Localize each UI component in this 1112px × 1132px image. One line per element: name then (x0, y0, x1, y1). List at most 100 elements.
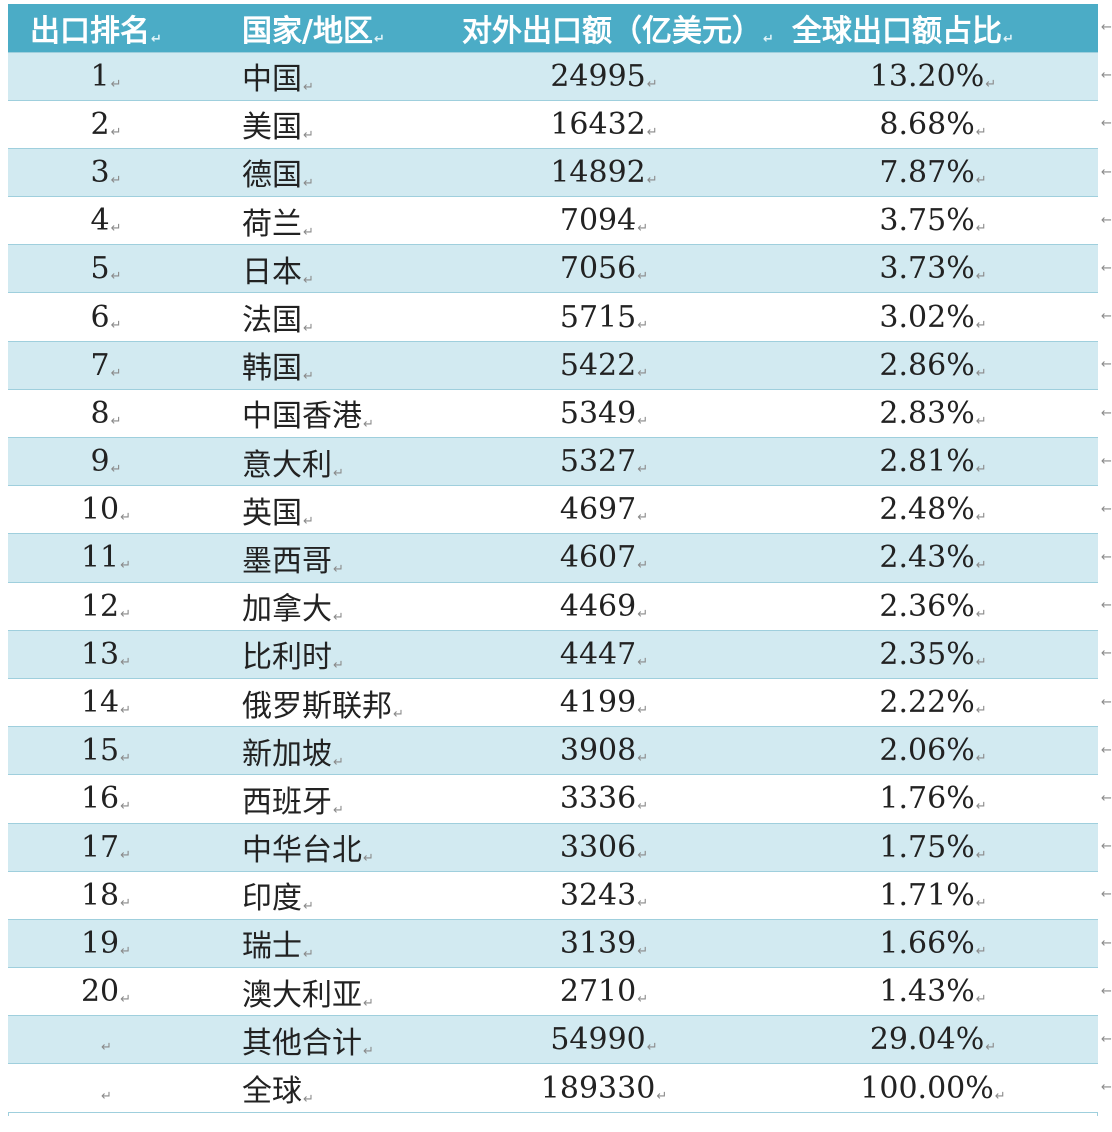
cell-rank: 3↵ (8, 147, 226, 198)
cell-end-mark: ↵ (637, 751, 649, 767)
row-end-mark: ← (1101, 550, 1112, 566)
cell-end-mark: ↵ (975, 799, 987, 815)
cell-rank: 2↵ (8, 99, 226, 149)
cell-share: 3.75%↵ (774, 196, 1098, 246)
cell-end-mark: ↵ (637, 703, 649, 719)
cell-country-value: 德国 (242, 158, 302, 194)
cell-end-mark: ↵ (120, 751, 132, 767)
cell-end-mark: ↵ (646, 124, 658, 140)
row-end-mark: ← (1101, 20, 1112, 35)
row-end-mark: ← (1101, 453, 1112, 469)
cell-country: 荷兰↵ (226, 196, 444, 246)
cell-rank: 6↵ (8, 292, 226, 342)
row-end-mark: ← (1101, 935, 1112, 951)
cell-exports: 5715↵ (444, 292, 774, 342)
cell-rank: 8↵ (8, 388, 226, 439)
cell-rank-value: 11 (80, 540, 120, 576)
cell-exports-value: 3908 (559, 733, 637, 769)
table-row: 16↵ 西班牙↵ 3336↵ 1.76%↵ (8, 774, 1098, 824)
header-row: 出口排名↵ 国家/地区↵ 对外出口额（亿美元）↵ 全球出口额占比↵ (8, 4, 1098, 52)
cell-rank: 16↵ (8, 774, 226, 824)
cell-end-mark: ↵ (637, 413, 649, 429)
cell-country: 法国↵ (226, 292, 444, 342)
cell-country-value: 中国香港 (242, 399, 362, 435)
cell-share: 7.87%↵ (774, 147, 1098, 198)
cell-rank-value: 14 (80, 685, 120, 721)
cell-exports-value: 4199 (559, 685, 637, 721)
cell-country-value: 意大利 (242, 447, 332, 483)
cell-share-value: 2.06% (879, 733, 975, 769)
cell-end-mark: ↵ (363, 851, 374, 867)
cell-share: 2.06%↵ (774, 726, 1098, 776)
cell-country: 中国香港↵ (226, 388, 444, 439)
cell-share-value: 1.43% (879, 974, 975, 1010)
cell-exports-value: 24995 (550, 58, 646, 94)
cell-country: 澳大利亚↵ (226, 967, 444, 1017)
cell-country-value: 澳大利亚 (242, 977, 362, 1013)
export-ranking-table-container: 出口排名↵ 国家/地区↵ 对外出口额（亿美元）↵ 全球出口额占比↵ 1↵ 中国↵ 2… (8, 4, 1098, 1113)
cell-share: 2.81%↵ (774, 436, 1098, 487)
cell-end-mark: ↵ (303, 80, 314, 96)
cell-end-mark: ↵ (333, 465, 344, 481)
cell-exports: 14892↵ (444, 147, 774, 198)
cell-exports-value: 3243 (559, 877, 637, 913)
cell-share-value: 1.66% (879, 925, 975, 961)
cell-rank: 19↵ (8, 918, 226, 969)
cell-share: 29.04%↵ (774, 1015, 1098, 1065)
table-body: 1↵ 中国↵ 24995↵ 13.20%↵ 2↵ 美国↵ 16432↵ 8.68%↵ 3↵ 德国↵… (8, 51, 1098, 1113)
row-end-marks: ← ← ← ← ← ← ← ← ← ← ← ← ← ← ← ← ← ← ← ← ← ← ← (1101, 4, 1112, 1112)
row-end-mark: ← (1101, 742, 1112, 758)
cell-end-mark: ↵ (110, 365, 122, 381)
cell-rank: 7↵ (8, 340, 226, 390)
cell-end-mark: ↵ (637, 606, 649, 622)
cell-rank-value: 4 (90, 203, 110, 239)
cell-exports-value: 3336 (559, 781, 637, 817)
cell-rank: ↵ (8, 1015, 226, 1065)
table-row: 13↵ 比利时↵ 4447↵ 2.35%↵ (8, 629, 1098, 679)
cell-exports-value: 5349 (559, 395, 637, 431)
cell-end-mark: ↵ (303, 272, 314, 288)
cell-rank-value: 19 (80, 925, 120, 961)
cell-rank: 5↵ (8, 244, 226, 294)
cell-share: 2.83%↵ (774, 388, 1098, 439)
cell-end-mark: ↵ (637, 558, 649, 574)
table-row: 20↵ 澳大利亚↵ 2710↵ 1.43%↵ (8, 967, 1098, 1017)
header-rank-label: 出口排名 (30, 13, 150, 49)
cell-country: 新加坡↵ (226, 726, 444, 776)
cell-end-mark: ↵ (637, 799, 649, 815)
cell-exports-value: 4447 (559, 636, 637, 672)
cell-share: 2.35%↵ (774, 629, 1098, 679)
cell-end-mark: ↵ (101, 1088, 112, 1104)
cell-share-value: 2.36% (879, 588, 975, 624)
cell-share-value: 29.04% (869, 1022, 985, 1058)
cell-rank: 13↵ (8, 629, 226, 679)
cell-share-value: 2.43% (879, 540, 975, 576)
cell-rank-value: 17 (80, 829, 120, 865)
cell-end-mark: ↵ (110, 76, 122, 92)
row-end-mark: ← (1101, 646, 1112, 662)
cell-country: 意大利↵ (226, 436, 444, 487)
cell-end-mark: ↵ (120, 510, 132, 526)
cell-end-mark: ↵ (975, 943, 987, 959)
cell-country: 加拿大↵ (226, 581, 444, 631)
cell-end-mark: ↵ (120, 558, 132, 574)
cell-rank-value: 20 (80, 974, 120, 1010)
cell-end-mark: ↵ (975, 365, 987, 381)
cell-end-mark: ↵ (763, 31, 774, 47)
cell-rank: 18↵ (8, 870, 226, 920)
cell-end-mark: ↵ (110, 221, 122, 237)
cell-rank-value: 5 (90, 251, 110, 287)
cell-share: 1.75%↵ (774, 822, 1098, 872)
cell-end-mark: ↵ (110, 269, 122, 285)
table-header: 出口排名↵ 国家/地区↵ 对外出口额（亿美元）↵ 全球出口额占比↵ (8, 4, 1098, 52)
cell-exports-value: 5327 (559, 444, 637, 480)
cell-end-mark: ↵ (975, 847, 987, 863)
cell-end-mark: ↵ (110, 462, 122, 478)
cell-end-mark: ↵ (363, 1043, 374, 1059)
table-row: 19↵ 瑞士↵ 3139↵ 1.66%↵ (8, 918, 1098, 969)
cell-share: 13.20%↵ (774, 51, 1098, 101)
cell-country: 日本↵ (226, 244, 444, 294)
table-row: ↵ 全球↵ 189330↵ 100.00%↵ (8, 1063, 1098, 1113)
cell-end-mark: ↵ (646, 1040, 658, 1056)
cell-country: 俄罗斯联邦↵ (226, 677, 444, 728)
